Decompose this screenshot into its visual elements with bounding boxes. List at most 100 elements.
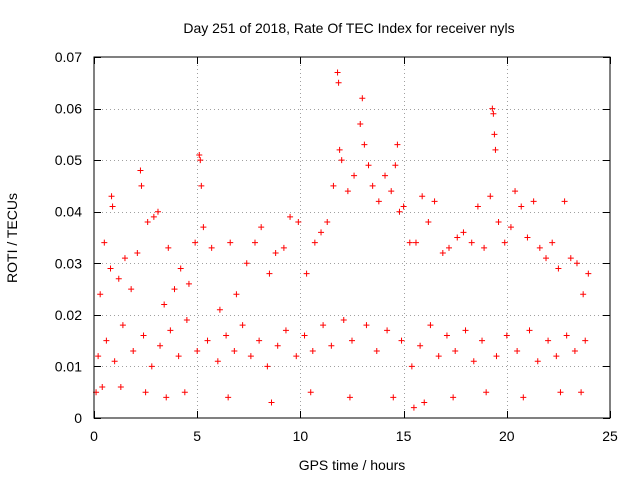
data-point (507, 224, 514, 231)
y-axis-label: ROTI / TECUs (4, 193, 20, 283)
data-point (194, 347, 201, 354)
data-point (394, 141, 401, 148)
data-point (412, 239, 419, 246)
data-point (198, 182, 205, 189)
data-point (474, 203, 481, 210)
data-point (396, 208, 403, 215)
data-point (344, 188, 351, 195)
data-point (427, 322, 434, 329)
data-point (557, 389, 564, 396)
y-tick-label: 0.06 (55, 101, 82, 117)
data-point (400, 203, 407, 210)
data-point (204, 337, 211, 344)
data-point (392, 162, 399, 169)
data-point (256, 337, 263, 344)
data-point (446, 244, 453, 251)
data-point (363, 322, 370, 329)
data-point (268, 399, 275, 406)
data-point (134, 249, 141, 256)
plot-frame (93, 56, 611, 419)
data-point (419, 193, 426, 200)
data-point (373, 347, 380, 354)
data-point (225, 394, 232, 401)
data-point (117, 384, 124, 391)
data-point (311, 239, 318, 246)
data-point (177, 265, 184, 272)
data-point (410, 404, 417, 411)
data-point (303, 270, 310, 277)
data-point (514, 347, 521, 354)
data-point (460, 229, 467, 236)
data-point (518, 203, 525, 210)
data-point (479, 337, 486, 344)
data-point (142, 389, 149, 396)
data-point (307, 389, 314, 396)
data-point (167, 327, 174, 334)
data-point (272, 249, 279, 256)
data-point (161, 301, 168, 308)
data-point (247, 353, 254, 360)
data-point (309, 347, 316, 354)
data-point (251, 239, 258, 246)
data-point (431, 198, 438, 205)
data-point (109, 203, 116, 210)
data-point (483, 389, 490, 396)
data-point (439, 249, 446, 256)
data-point (573, 260, 580, 267)
data-point (361, 141, 368, 148)
data-point (239, 322, 246, 329)
x-tick-label: 15 (396, 428, 412, 444)
data-point (336, 146, 343, 153)
data-point (274, 342, 281, 349)
data-point (293, 353, 300, 360)
x-tick-label: 0 (90, 428, 98, 444)
data-point (324, 219, 331, 226)
data-point (462, 327, 469, 334)
data-point (549, 239, 556, 246)
data-point (495, 219, 502, 226)
data-point (150, 213, 157, 220)
data-point (398, 337, 405, 344)
data-point (567, 255, 574, 262)
data-point (585, 270, 592, 277)
y-tick-label: 0.01 (55, 358, 82, 374)
data-point (382, 172, 389, 179)
data-point (192, 239, 199, 246)
data-point (165, 244, 172, 251)
data-point (295, 219, 302, 226)
data-point (196, 151, 203, 158)
data-point (359, 95, 366, 102)
data-point (95, 353, 102, 360)
data-point (512, 188, 519, 195)
data-point (258, 224, 265, 231)
data-point (138, 182, 145, 189)
data-point (375, 198, 382, 205)
data-point (543, 255, 550, 262)
data-point (154, 208, 161, 215)
data-point (489, 105, 496, 112)
data-point (526, 327, 533, 334)
data-point (357, 121, 364, 128)
data-point (282, 327, 289, 334)
data-point (425, 219, 432, 226)
data-point (450, 394, 457, 401)
data-point (384, 327, 391, 334)
data-point (365, 162, 372, 169)
data-point (334, 69, 341, 76)
data-point (330, 182, 337, 189)
chart-title: Day 251 of 2018, Rate Of TEC Index for r… (183, 20, 514, 36)
x-tick-label: 10 (293, 428, 309, 444)
data-point (280, 244, 287, 251)
data-point (340, 317, 347, 324)
data-point (561, 198, 568, 205)
data-point (563, 332, 570, 339)
data-point (266, 270, 273, 277)
data-point (421, 399, 428, 406)
data-point (503, 332, 510, 339)
data-point (148, 363, 155, 370)
data-point (318, 229, 325, 236)
data-point (346, 394, 353, 401)
data-point (223, 332, 230, 339)
data-point (185, 280, 192, 287)
